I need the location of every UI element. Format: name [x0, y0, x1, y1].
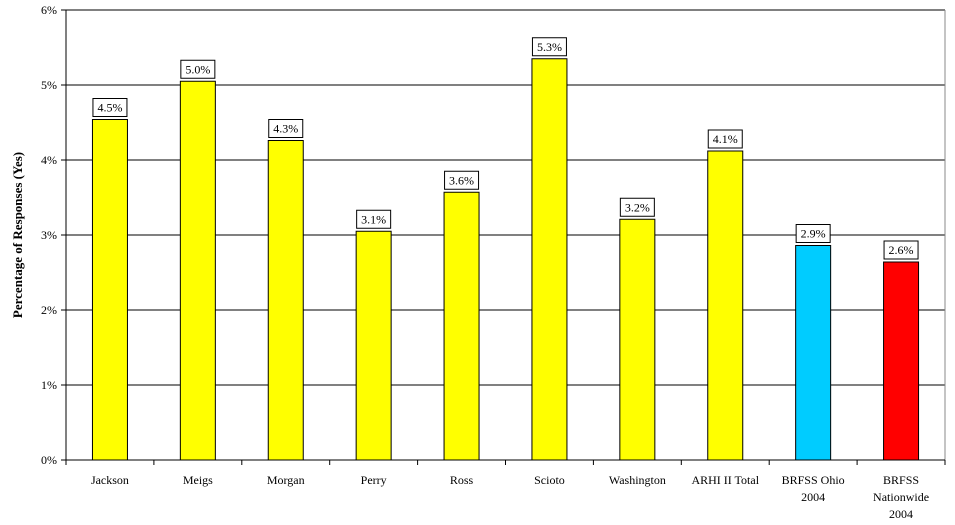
y-tick-label: 0% [41, 453, 57, 467]
x-category-label: Ross [450, 473, 474, 487]
x-category-label-line: Scioto [534, 473, 565, 487]
data-label-box [92, 98, 128, 117]
x-category-label: ARHI II Total [691, 473, 759, 487]
bar [179, 80, 216, 461]
y-tick-label: 2% [41, 303, 57, 317]
x-category-label-line: Morgan [267, 473, 305, 487]
bar [91, 119, 128, 461]
data-label-box [531, 37, 567, 57]
x-category-label: Meigs [183, 473, 213, 487]
data-label: 4.1% [713, 132, 738, 146]
y-tick-label: 5% [41, 78, 57, 92]
labels: 0% 1% 2% 3% 4% 5% 6% 4.5% Jackson 5.0% Meigs 4.3% Mo… [41, 3, 929, 521]
x-category-label-line: BRFSS Ohio [782, 473, 845, 487]
data-label-box [180, 59, 216, 79]
data-label: 4.5% [97, 101, 122, 115]
data-label: 2.9% [801, 227, 826, 241]
data-label-box [356, 209, 392, 229]
x-category-label: Perry [361, 473, 387, 487]
data-label-box [619, 197, 655, 217]
x-category-label: Washington [609, 473, 666, 487]
x-category-label-line: Perry [361, 473, 387, 487]
x-category-label-line: Ross [450, 473, 474, 487]
bar [707, 150, 744, 461]
data-label: 3.1% [361, 212, 386, 226]
x-category-label: Scioto [534, 473, 565, 487]
y-axis-title: Percentage of Responses (Yes) [10, 152, 25, 318]
y-tick-label: 4% [41, 153, 57, 167]
x-category-label: BRFSS Nationwide 2004 [873, 473, 929, 521]
x-category-label: Jackson [91, 473, 129, 487]
x-category-label-line: Nationwide [873, 490, 929, 504]
data-label-box [444, 170, 480, 190]
y-tick-label: 3% [41, 228, 57, 242]
bar [619, 218, 656, 461]
data-label: 5.3% [537, 40, 562, 54]
y-tick-label: 1% [41, 378, 57, 392]
data-label: 3.6% [449, 173, 474, 187]
data-label: 5.0% [185, 62, 210, 76]
bar [355, 230, 392, 461]
data-label: 4.3% [273, 122, 298, 136]
bar [531, 58, 568, 461]
x-category-label: Morgan [267, 473, 305, 487]
data-label-box [268, 119, 304, 138]
x-category-label: BRFSS Ohio 2004 [782, 473, 845, 504]
x-category-label-line: 2004 [801, 490, 825, 504]
data-label-box [883, 240, 919, 260]
bar [443, 191, 480, 461]
x-category-label-line: 2004 [889, 507, 913, 521]
bar [795, 245, 832, 461]
bar [883, 261, 920, 461]
bars [91, 58, 920, 461]
data-label: 3.2% [625, 200, 650, 214]
data-label-box [707, 129, 743, 149]
x-category-label-line: BRFSS [883, 473, 919, 487]
bar [267, 140, 304, 461]
x-category-label-line: Jackson [91, 473, 129, 487]
data-label: 2.6% [889, 243, 914, 257]
x-category-label-line: ARHI II Total [691, 473, 759, 487]
x-category-label-line: Washington [609, 473, 666, 487]
y-tick-label: 6% [41, 3, 57, 17]
x-category-label-line: Meigs [183, 473, 213, 487]
data-label-box [795, 224, 831, 243]
